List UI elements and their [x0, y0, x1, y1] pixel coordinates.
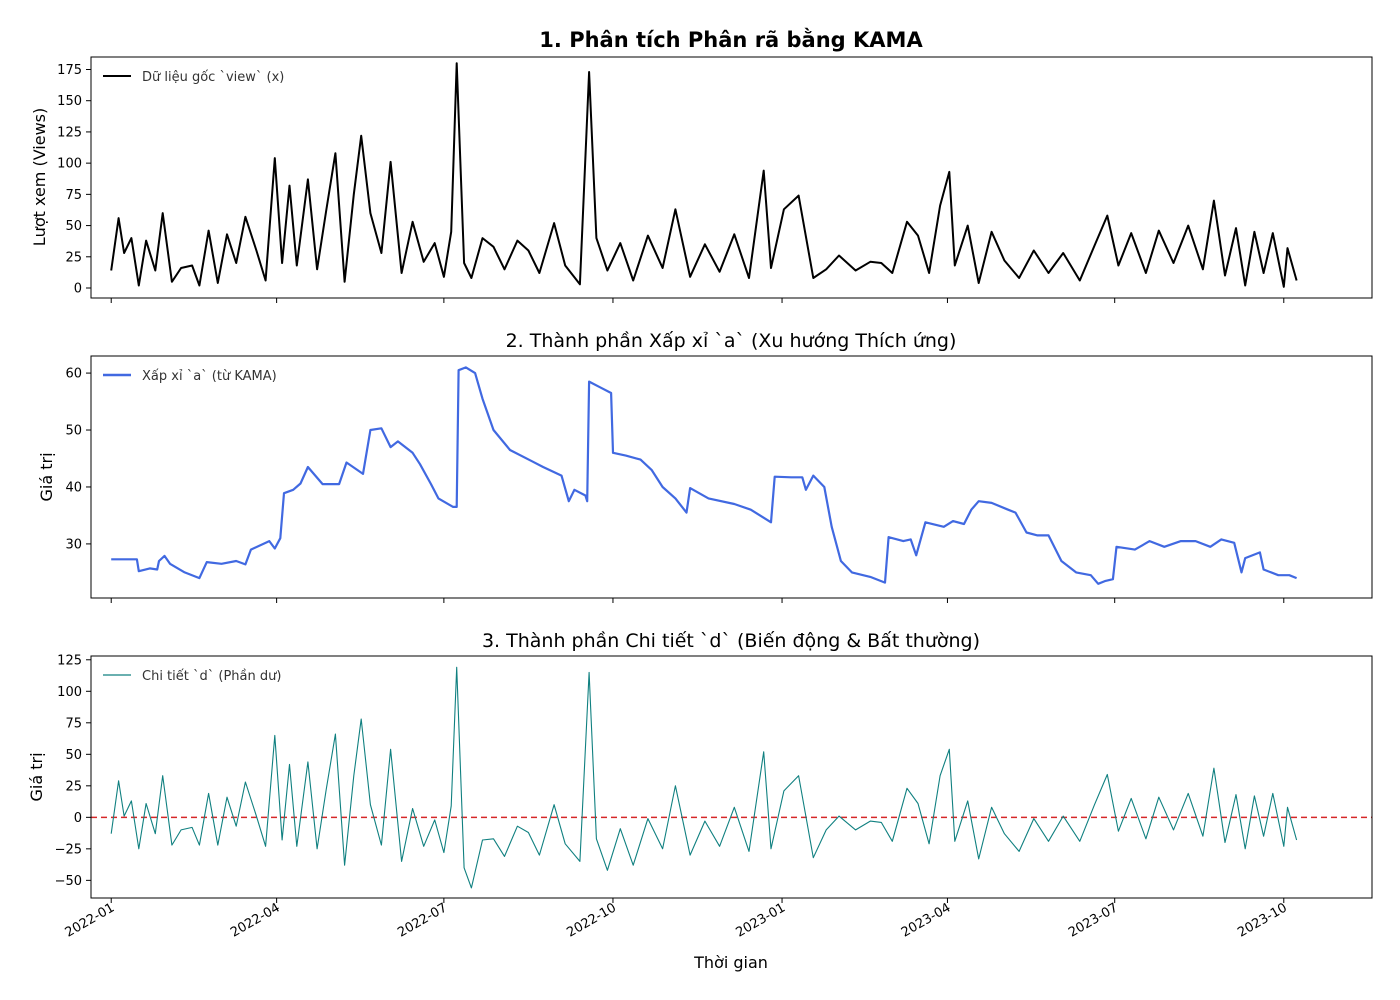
- y-tick-label: 0: [74, 811, 82, 826]
- x-tick-label: 2023-10: [1235, 900, 1290, 940]
- y-tick-label: −50: [55, 874, 82, 889]
- panel-1-title: 1. Phân tích Phân rã bằng KAMA: [539, 27, 923, 52]
- panel-2-ylabel: Giá trị: [37, 452, 56, 501]
- panel-approximation: 2. Thành phần Xấp xỉ `a` (Xu hướng Thích…: [37, 330, 1373, 603]
- y-tick-label: 125: [57, 653, 82, 668]
- y-tick-label: 75: [65, 716, 82, 731]
- panel-1-ylabel: Lượt xem (Views): [30, 108, 49, 246]
- y-tick-label: 100: [57, 685, 82, 700]
- legend-label: Xấp xỉ `a` (từ KAMA): [142, 369, 277, 384]
- y-tick-label: 40: [65, 480, 82, 495]
- x-tick-label: 2023-01: [733, 900, 788, 940]
- y-tick-label: 100: [57, 157, 82, 172]
- y-tick-label: 25: [65, 250, 82, 265]
- legend-label: Chi tiết `d` (Phần dư): [142, 669, 281, 684]
- x-tick-label: 2023-07: [1066, 900, 1121, 940]
- y-tick-label: 75: [65, 188, 82, 203]
- panel-1-legend: Dữ liệu gốc `view` (x): [103, 70, 284, 85]
- y-tick-label: −25: [55, 842, 82, 857]
- series-raw-views-line: [110, 62, 1298, 288]
- y-tick-label: 150: [57, 94, 82, 109]
- y-tick-label: 175: [57, 63, 82, 78]
- panel-1-frame: [90, 56, 1373, 299]
- x-tick-label: 2022-10: [564, 900, 619, 940]
- y-tick-label: 125: [57, 125, 82, 140]
- panel-3-ylabel: Giá trị: [27, 752, 46, 801]
- y-tick-label: 50: [65, 748, 82, 763]
- x-axis-label: Thời gian: [693, 953, 768, 972]
- y-tick-label: 60: [65, 367, 82, 382]
- y-tick-label: 25: [65, 779, 82, 794]
- panel-2-frame: [90, 355, 1373, 599]
- y-tick-label: 50: [65, 219, 82, 234]
- y-tick-label: 50: [65, 424, 82, 439]
- panel-3-frame: [90, 655, 1373, 899]
- y-tick-label: 30: [65, 537, 82, 552]
- panel-3-title: 3. Thành phần Chi tiết `d` (Biến động & …: [482, 630, 980, 652]
- x-tick-label: 2023-04: [899, 900, 954, 940]
- series-approximation-line: [111, 366, 1298, 585]
- panel-raw-views: 1. Phân tích Phân rã bằng KAMA Lượt xem …: [30, 27, 1373, 303]
- series-detail-line: [110, 666, 1298, 889]
- panel-2-legend: Xấp xỉ `a` (từ KAMA): [103, 369, 277, 384]
- panel-2-title: 2. Thành phần Xấp xỉ `a` (Xu hướng Thích…: [506, 330, 957, 352]
- panel-detail: 3. Thành phần Chi tiết `d` (Biến động & …: [27, 630, 1373, 972]
- x-tick-label: 2022-01: [63, 900, 118, 940]
- legend-label: Dữ liệu gốc `view` (x): [142, 70, 284, 85]
- x-tick-label: 2022-04: [228, 900, 283, 940]
- x-tick-label: 2022-07: [395, 900, 450, 940]
- panel-3-legend: Chi tiết `d` (Phần dư): [103, 669, 281, 684]
- y-tick-label: 0: [74, 282, 82, 297]
